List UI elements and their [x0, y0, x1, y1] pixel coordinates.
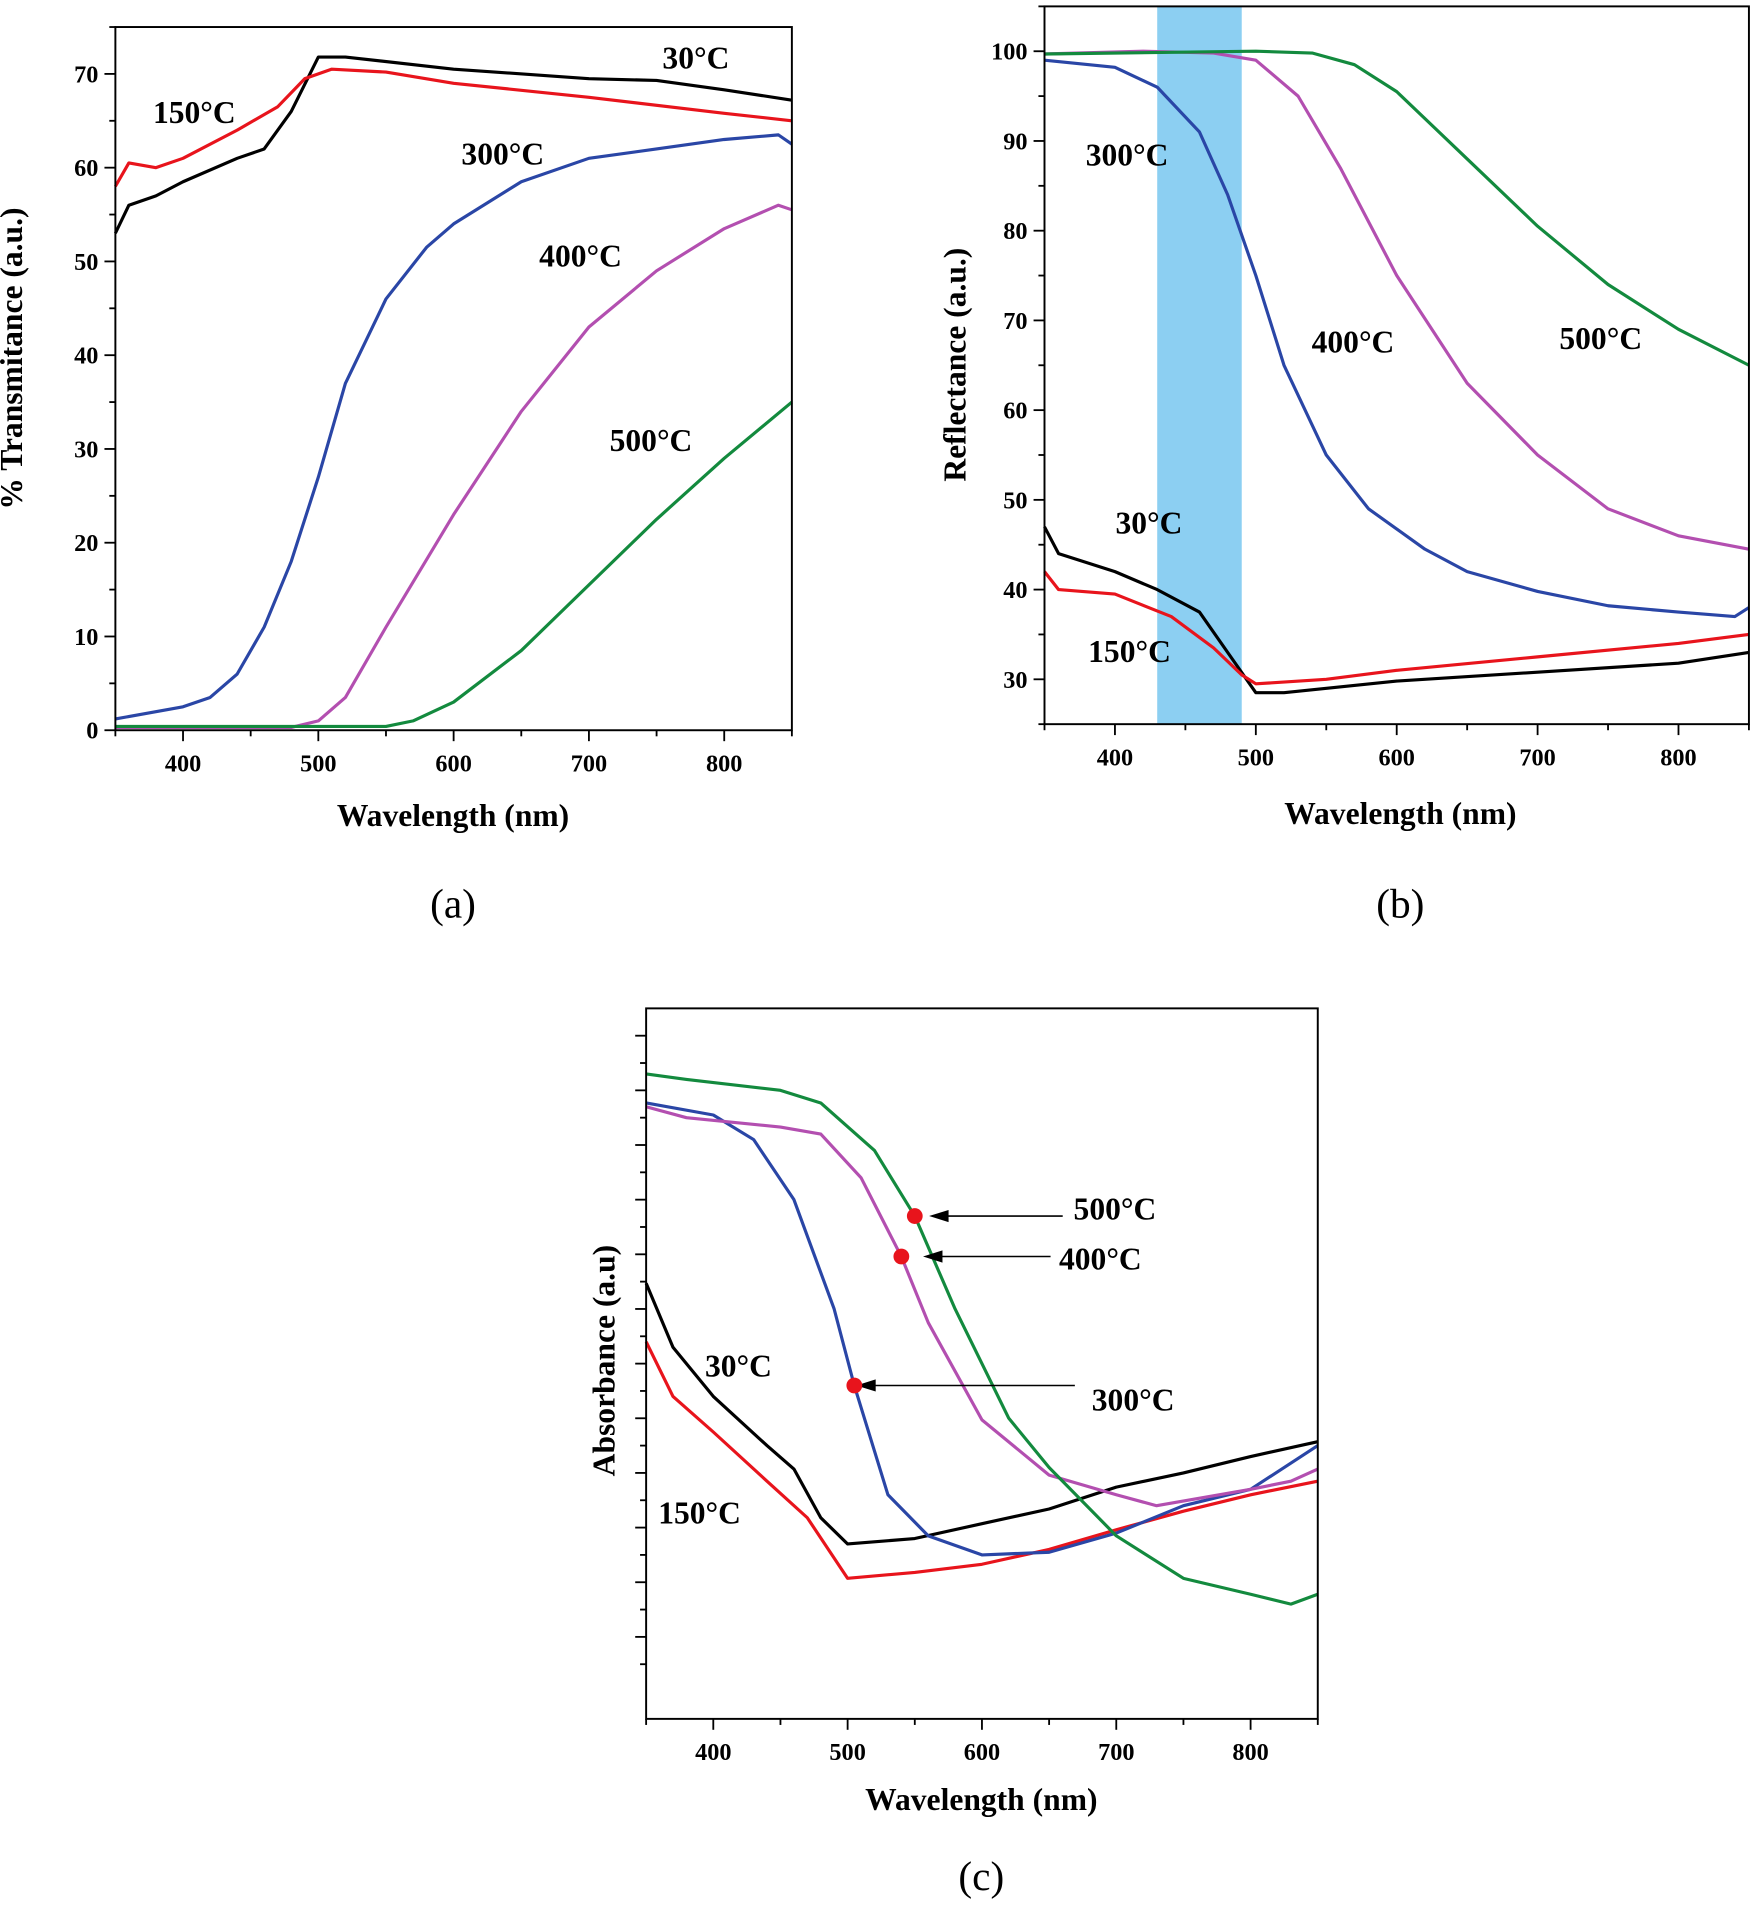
x-tick-label: 500	[300, 751, 336, 778]
chart-panel-b: 400 500 600 700 800 30 40 50 60 70 80 90 100 Waveleng…	[938, 5, 1750, 927]
series-label: 30°C	[705, 1348, 772, 1383]
x-axis-title: Wavelength (nm)	[865, 1782, 1097, 1817]
series-label: 500°C	[1559, 321, 1642, 356]
series-line-30c	[1043, 526, 1750, 695]
x-tick-label: 500	[829, 1739, 865, 1766]
series-label: 30°C	[662, 40, 729, 75]
data-marker	[846, 1377, 863, 1394]
series-line-150c	[114, 67, 793, 188]
series-label: 400°C	[1312, 325, 1395, 360]
series-label: 150°C	[153, 95, 236, 130]
plot-frame	[1043, 5, 1750, 726]
series-line-500c	[115, 400, 793, 729]
series-line-400c	[1044, 49, 1750, 551]
series-line-300c	[645, 1101, 1319, 1557]
y-tick-label: 80	[1003, 218, 1027, 245]
y-tick-label: 60	[74, 155, 98, 182]
series-label: 300°C	[461, 136, 544, 171]
x-tick-label: 800	[1660, 744, 1696, 771]
y-tick-label: 30	[1003, 667, 1027, 694]
data-marker	[893, 1248, 910, 1265]
chart-panel-c: 400 500 600 700 800 Wavelength (nm) Absorbance…	[587, 1007, 1319, 1900]
panel-caption: (c)	[958, 1853, 1004, 1900]
x-tick-label: 600	[435, 751, 471, 778]
x-tick-label: 400	[695, 1739, 731, 1766]
x-tick-label: 700	[1519, 744, 1555, 771]
chart-panel-a: 400 500 600 700 800 0 10 20 30 40 50 60 70 Wavelength…	[0, 26, 793, 927]
y-tick-label: 60	[1003, 398, 1027, 425]
y-tick-label: 90	[1003, 128, 1027, 155]
y-axis-title: Absorbance (a.u)	[587, 1245, 622, 1476]
series-line-30c	[113, 55, 793, 234]
marker-label: 300°C	[1092, 1382, 1175, 1417]
marker-label: 400°C	[1059, 1241, 1142, 1276]
x-tick-label: 800	[1232, 1739, 1268, 1766]
y-tick-label: 70	[1003, 308, 1027, 335]
series-line-30c	[644, 1282, 1319, 1546]
x-tick-label: 500	[1238, 744, 1274, 771]
data-marker	[906, 1208, 923, 1224]
x-tick-label: 700	[1098, 1739, 1134, 1766]
x-axis-title: Wavelength (nm)	[337, 798, 569, 833]
y-tick-label: 40	[74, 343, 98, 370]
y-tick-label: 50	[74, 249, 98, 276]
series-label: 150°C	[658, 1495, 741, 1530]
y-tick-label: 100	[991, 39, 1027, 66]
arrowhead-icon	[929, 1209, 949, 1223]
y-tick-label: 70	[74, 61, 98, 88]
series-label: 300°C	[1086, 137, 1169, 172]
x-tick-label: 400	[1097, 744, 1133, 771]
y-axis-title: Reflectance (a.u.)	[938, 248, 973, 482]
series-label: 150°C	[1088, 634, 1171, 669]
y-tick-label: 30	[74, 436, 98, 463]
y-tick-label: 0	[86, 718, 98, 745]
y-tick-label: 10	[74, 624, 98, 651]
series-line-500c	[1044, 49, 1750, 367]
y-tick-label: 40	[1003, 577, 1027, 604]
marker-label: 500°C	[1074, 1192, 1157, 1227]
x-tick-label: 600	[964, 1739, 1000, 1766]
highlight-band	[1157, 6, 1242, 725]
panel-caption: (a)	[430, 880, 476, 927]
y-tick-label: 50	[1003, 487, 1027, 514]
series-line-300c	[1044, 58, 1750, 619]
arrowhead-icon	[856, 1379, 876, 1392]
panel-caption: (b)	[1376, 880, 1424, 927]
series-line-500c	[645, 1072, 1319, 1606]
series-label: 30°C	[1115, 505, 1182, 540]
series-line-150c	[1043, 570, 1750, 686]
plot-frame	[114, 26, 793, 732]
series-line-400c	[645, 1105, 1319, 1508]
series-line-400c	[115, 203, 793, 730]
series-label: 400°C	[539, 238, 622, 273]
x-tick-label: 800	[706, 751, 742, 778]
x-tick-label: 700	[571, 751, 607, 778]
x-axis-title: Wavelength (nm)	[1284, 796, 1516, 831]
x-tick-label: 600	[1379, 744, 1415, 771]
series-label: 500°C	[610, 423, 693, 458]
arrowhead-icon	[923, 1250, 943, 1263]
y-axis-title: % Transmitance (a.u.)	[0, 208, 29, 510]
series-line-150c	[644, 1341, 1319, 1580]
y-tick-label: 20	[74, 530, 98, 557]
x-tick-label: 400	[165, 751, 201, 778]
series-line-300c	[115, 133, 793, 721]
